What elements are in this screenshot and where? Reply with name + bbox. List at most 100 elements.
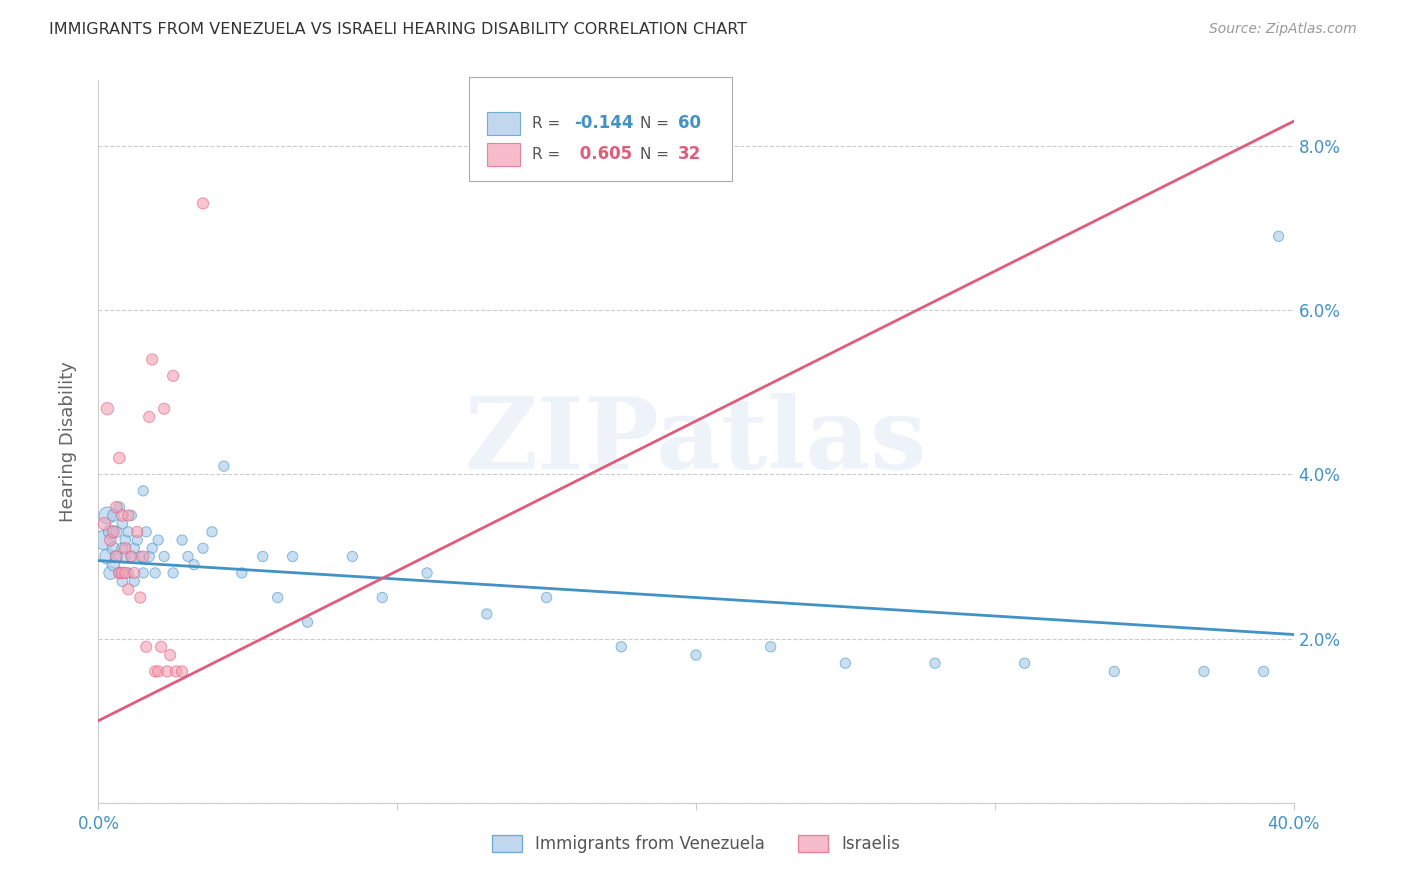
Point [96, 508, 118, 523]
Point [105, 524, 128, 539]
Point [252, 549, 274, 564]
Point [165, 665, 187, 679]
Point [103, 541, 125, 556]
Point [124, 566, 146, 580]
Point [267, 591, 290, 605]
Point [148, 665, 170, 679]
Text: 32: 32 [678, 145, 702, 163]
Point [183, 558, 205, 572]
Point [212, 459, 235, 474]
Point [132, 566, 155, 580]
Text: ZIPatlas: ZIPatlas [465, 393, 927, 490]
Point [1014, 657, 1036, 671]
Point [93, 533, 115, 547]
Point [120, 549, 142, 564]
Point [114, 549, 136, 564]
Text: Source: ZipAtlas.com: Source: ZipAtlas.com [1209, 22, 1357, 37]
Text: N =: N = [640, 116, 673, 131]
Point [96, 549, 118, 564]
Point [117, 524, 139, 539]
Point [127, 524, 149, 539]
Point [103, 508, 125, 523]
Point [124, 541, 146, 556]
Point [416, 566, 439, 580]
Point [124, 574, 146, 588]
Point [120, 549, 142, 564]
Point [117, 566, 139, 580]
Text: N =: N = [640, 146, 673, 161]
Point [111, 566, 134, 580]
Point [111, 508, 134, 523]
Point [685, 648, 707, 662]
Point [141, 352, 163, 367]
Point [150, 640, 173, 654]
Point [153, 401, 176, 416]
Text: R =: R = [533, 116, 565, 131]
Point [129, 549, 152, 564]
Point [105, 500, 128, 515]
Point [475, 607, 498, 621]
Point [135, 524, 157, 539]
Point [120, 508, 142, 523]
Point [98, 524, 122, 539]
Point [191, 541, 214, 556]
Point [111, 574, 134, 588]
Point [191, 196, 214, 211]
Point [135, 640, 157, 654]
Point [138, 409, 160, 424]
Point [108, 500, 131, 515]
Point [114, 541, 136, 556]
Point [1104, 665, 1126, 679]
Point [536, 591, 558, 605]
Point [129, 591, 152, 605]
Legend: Immigrants from Venezuela, Israelis: Immigrants from Venezuela, Israelis [485, 828, 907, 860]
Point [143, 665, 166, 679]
Point [132, 483, 155, 498]
Point [141, 541, 163, 556]
Point [111, 516, 134, 531]
Text: -0.144: -0.144 [574, 114, 634, 132]
Point [159, 648, 181, 662]
Point [201, 524, 224, 539]
Point [114, 533, 136, 547]
Point [610, 640, 633, 654]
Point [138, 549, 160, 564]
Point [297, 615, 319, 630]
Point [231, 566, 253, 580]
Point [834, 657, 856, 671]
Point [281, 549, 304, 564]
Point [162, 368, 184, 383]
Point [172, 533, 194, 547]
Point [162, 566, 184, 580]
Bar [486, 143, 520, 166]
Point [103, 524, 125, 539]
Point [114, 566, 136, 580]
Point [1267, 229, 1289, 244]
Point [98, 566, 122, 580]
Bar [486, 112, 520, 135]
Point [1192, 665, 1215, 679]
Point [108, 450, 131, 465]
Point [117, 508, 139, 523]
Point [148, 533, 170, 547]
Point [924, 657, 946, 671]
Point [96, 401, 118, 416]
Point [103, 558, 125, 572]
Point [108, 566, 131, 580]
Point [371, 591, 394, 605]
FancyBboxPatch shape [470, 77, 733, 181]
Point [93, 516, 115, 531]
Point [98, 533, 122, 547]
Text: 0.605: 0.605 [574, 145, 633, 163]
Point [177, 549, 200, 564]
Point [105, 549, 128, 564]
Y-axis label: Hearing Disability: Hearing Disability [59, 361, 77, 522]
Point [1253, 665, 1275, 679]
Point [132, 549, 155, 564]
Text: 60: 60 [678, 114, 702, 132]
Point [156, 665, 179, 679]
Point [172, 665, 194, 679]
Point [105, 549, 128, 564]
Point [117, 582, 139, 597]
Point [111, 541, 134, 556]
